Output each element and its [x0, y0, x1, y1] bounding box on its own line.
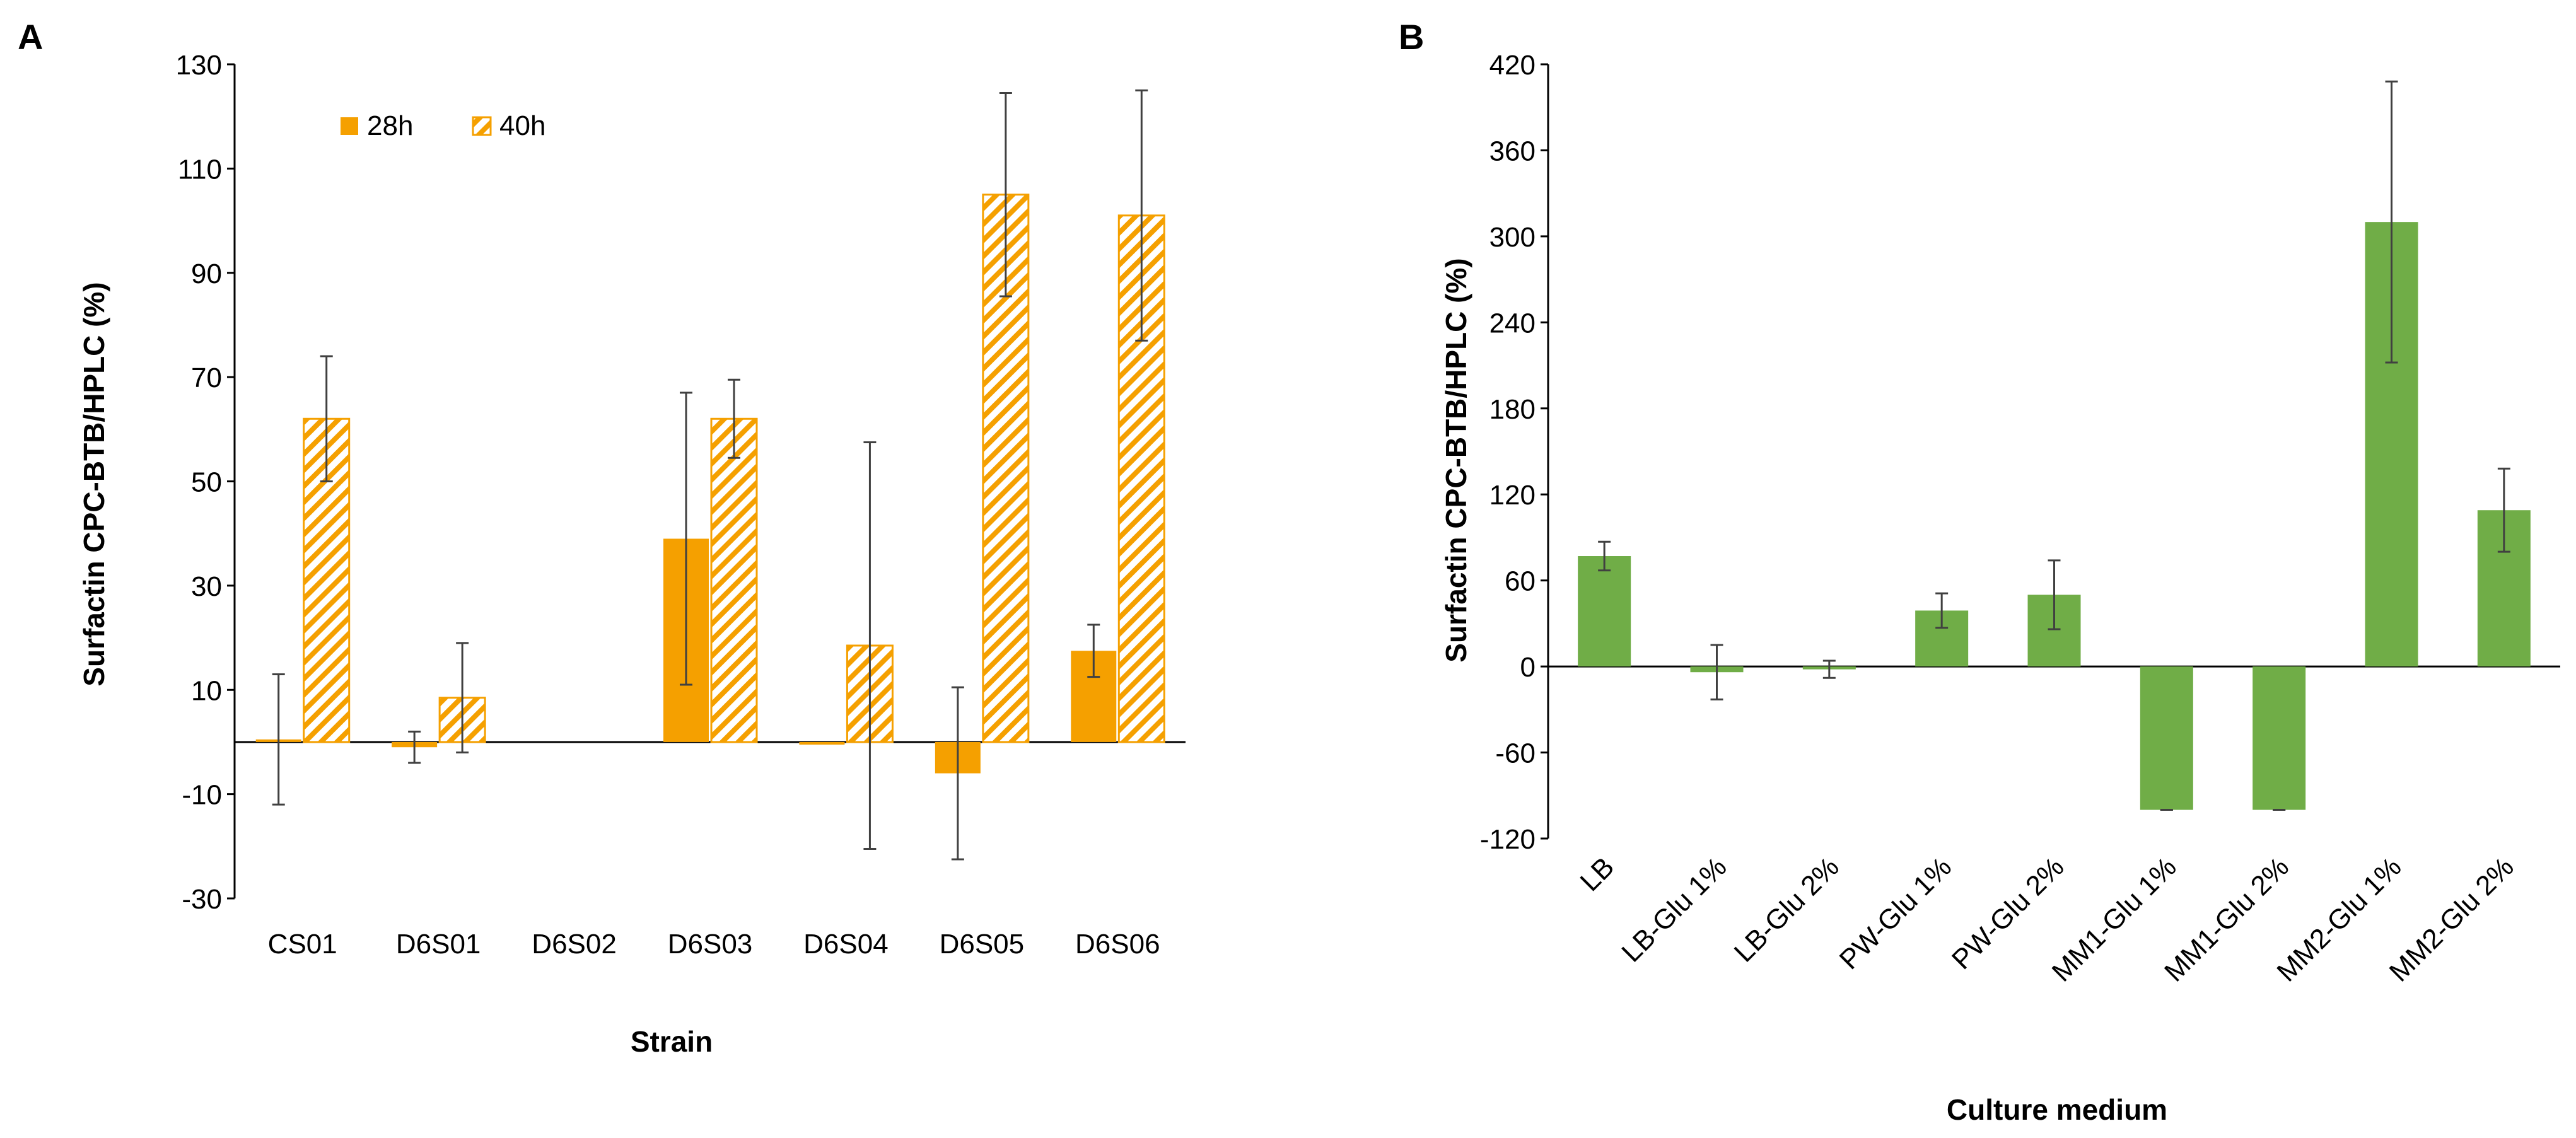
panel-b-bars	[1578, 222, 2531, 810]
panel-b-x-tick-label-pw-glu-1: PW-Glu 1%	[1834, 851, 1958, 975]
error-bar-lb	[1598, 540, 1611, 572]
panel-b-y-tick-labels: -120 -60 0 60 120 180 240 300 360 420	[1480, 50, 1536, 855]
error-bar-mm2-glu-2	[2497, 467, 2510, 553]
bar-mm1-glu-2	[2253, 666, 2306, 810]
panel-b-y-tick-label: -60	[1495, 738, 1536, 769]
panel-a-y-axis-title: Surfactin CPC-BTB/HPLC (%)	[78, 282, 110, 686]
panel-b-error-bars	[1598, 80, 2510, 811]
error-bar-28h-d6s03	[680, 392, 692, 686]
panel-a-y-tick-label: 70	[191, 363, 222, 393]
panel-b-y-tick-label: 240	[1489, 308, 1536, 339]
panel-b-x-tick-label-pw-glu-2: PW-Glu 2%	[1946, 851, 2070, 975]
panel-a-x-tick-label-d6s03: D6S03	[668, 929, 753, 960]
panel-a-x-axis-title: Strain	[631, 1025, 713, 1058]
panel-a-y-tick-label: 110	[178, 154, 222, 185]
error-bar-40h-cs01	[320, 355, 333, 482]
panel-b-y-tick-label: 300	[1489, 222, 1536, 253]
error-bar-40h-d6s03	[728, 378, 740, 459]
error-bar-lb-glu-2	[1822, 659, 1836, 679]
panel-a-y-tick-label: 30	[191, 571, 222, 602]
panel-b-y-tick-label: -120	[1480, 824, 1536, 855]
panel-a-bars	[255, 194, 1165, 774]
panel-a-legend: 28h 40h	[341, 110, 545, 141]
panel-b-label: B	[1399, 17, 1424, 57]
error-bar-pw-glu-2	[2048, 559, 2061, 630]
panel-b-x-tick-label-lb-glu-2: LB-Glu 2%	[1728, 851, 1845, 968]
bar-28h-d6s04	[799, 741, 845, 745]
panel-a-label: A	[18, 17, 43, 57]
panel-a-x-tick-label-d6s02: D6S02	[532, 929, 617, 960]
bar-lb	[1578, 556, 1631, 667]
panel-a-y-tick-label: -30	[182, 884, 222, 915]
panel-a-y-tick-label: 50	[191, 467, 222, 498]
panel-a-x-tick-label-d6s01: D6S01	[396, 929, 481, 960]
legend-label-28h: 28h	[367, 110, 413, 141]
panel-a-y-tick-label: 90	[191, 258, 222, 289]
panel-a-x-tick-label-cs01: CS01	[268, 929, 337, 960]
panel-b-y-axis-title: Surfactin CPC-BTB/HPLC (%)	[1440, 258, 1472, 662]
error-bar-40h-d6s05	[999, 91, 1012, 298]
bar-mm1-glu-1	[2140, 666, 2193, 810]
panel-a-y-tick-label: 130	[176, 50, 222, 81]
error-bar-28h-cs01	[272, 673, 285, 806]
panel-a-y-tick-label: 10	[191, 675, 222, 706]
error-bar-28h-d6s05	[951, 686, 964, 861]
error-bar-40h-d6s01	[456, 642, 469, 753]
panel-b-y-tick-label: 120	[1489, 480, 1536, 511]
error-bar-pw-glu-1	[1935, 592, 1949, 629]
legend-swatch-40h	[472, 116, 492, 136]
panel-b-y-tick-label: 360	[1489, 136, 1536, 166]
panel-a-y-tick-label: -10	[182, 780, 222, 811]
legend-swatch-28h	[341, 117, 358, 135]
legend-label-40h: 40h	[499, 110, 545, 141]
panel-b-y-tick-label: 60	[1505, 566, 1536, 597]
panel-a-x-tick-label-d6s06: D6S06	[1075, 929, 1160, 960]
error-bar-lb-glu-1	[1710, 644, 1723, 700]
error-bar-28h-d6s01	[408, 730, 421, 764]
panel-b-y-tick-label: 0	[1520, 652, 1536, 683]
panel-a-chart: A -30 -10 10 30 50 70 90 110 130 CS01 D6S01 D6S02 D…	[18, 17, 1186, 1058]
panel-b-y-tick-label: 420	[1489, 50, 1536, 81]
panel-a-error-bars	[272, 89, 1148, 861]
panel-a-axes	[227, 63, 1186, 900]
error-bar-40h-d6s06	[1135, 89, 1148, 342]
panel-a-x-tick-label-d6s05: D6S05	[940, 929, 1025, 960]
panel-b-y-tick-label: 180	[1489, 394, 1536, 425]
panel-a-x-tick-label-d6s04: D6S04	[803, 929, 889, 960]
panel-a-x-tick-labels: CS01 D6S01 D6S02 D6S03 D6S04 D6S05 D6S06	[268, 929, 1160, 960]
error-bar-40h-d6s04	[863, 441, 877, 850]
panel-b-x-axis-title: Culture medium	[1947, 1093, 2167, 1126]
error-bar-mm2-glu-1	[2385, 80, 2398, 364]
error-bar-28h-d6s06	[1087, 624, 1100, 678]
panel-b-x-tick-label-lb: LB	[1575, 851, 1621, 897]
bar-40h-d6s03	[710, 417, 758, 743]
panel-b-x-tick-label-lb-glu-1: LB-Glu 1%	[1616, 851, 1732, 968]
panel-a-y-tick-labels: -30 -10 10 30 50 70 90 110 130	[176, 50, 222, 915]
